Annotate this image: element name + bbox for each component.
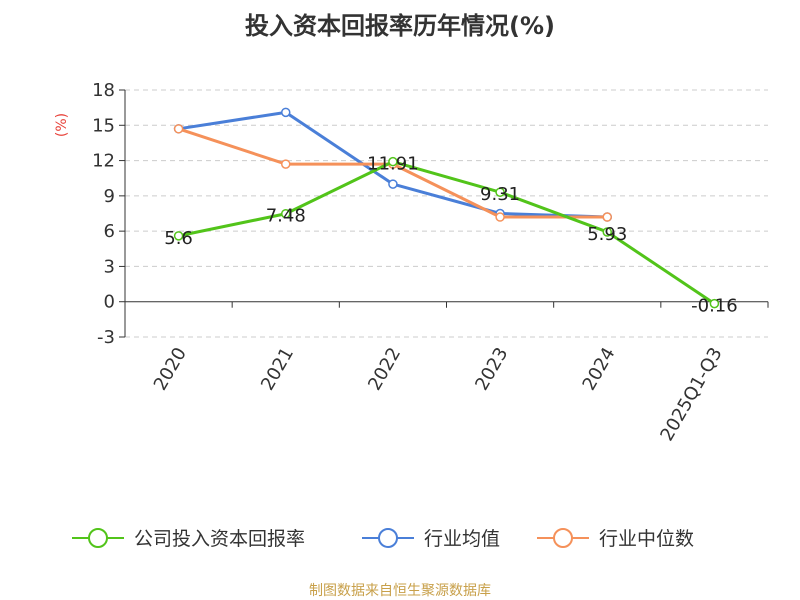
data-point bbox=[173, 231, 184, 241]
data-label: 9.31 bbox=[480, 184, 520, 205]
data-point bbox=[281, 107, 291, 118]
y-tick-label: -3 bbox=[97, 327, 115, 348]
data-label: -0.16 bbox=[691, 296, 738, 317]
x-tick-label: 2023 bbox=[471, 344, 512, 394]
data-label: 5.6 bbox=[164, 228, 193, 249]
legend-label: 行业中位数 bbox=[599, 528, 694, 550]
y-tick-label: 9 bbox=[104, 186, 115, 207]
data-point bbox=[495, 212, 505, 222]
legend-label: 行业均值 bbox=[424, 528, 500, 550]
data-point bbox=[281, 159, 291, 169]
legend-marker bbox=[553, 528, 573, 548]
series-lines bbox=[173, 107, 720, 309]
x-tick-label: 2022 bbox=[364, 344, 405, 394]
data-point bbox=[281, 208, 291, 219]
x-tick-label: 2024 bbox=[578, 344, 619, 394]
y-tick-label: 15 bbox=[92, 115, 115, 136]
data-point bbox=[388, 179, 398, 189]
data-point bbox=[388, 156, 398, 167]
data-point bbox=[602, 227, 612, 237]
data-label: 7.48 bbox=[266, 206, 306, 227]
x-tick-label: 2021 bbox=[257, 344, 298, 394]
y-tick-label: 0 bbox=[104, 292, 115, 313]
legend-marker bbox=[378, 528, 398, 548]
chart-title: 投入资本回报率历年情况(%) bbox=[245, 12, 555, 40]
data-labels: 5.6 7.48 11.91 9.31 5.93 -0.16 bbox=[164, 154, 737, 317]
legend-label: 公司投入资本回报率 bbox=[134, 528, 305, 550]
y-tick-label: 6 bbox=[104, 221, 115, 242]
y-tick-label: 3 bbox=[104, 256, 115, 277]
legend: 公司投入资本回报率 行业均值 行业中位数 bbox=[72, 528, 694, 550]
y-axis-unit-label: (%) bbox=[54, 113, 70, 137]
grid-lines bbox=[125, 89, 768, 338]
data-point bbox=[709, 298, 720, 309]
data-point bbox=[602, 212, 612, 222]
legend-marker bbox=[88, 528, 108, 548]
data-point bbox=[173, 124, 184, 134]
data-point bbox=[495, 187, 505, 197]
data-label: 11.91 bbox=[367, 154, 419, 175]
data-label: 5.93 bbox=[587, 224, 627, 245]
series-line bbox=[178, 160, 716, 305]
y-tick-label: 18 bbox=[92, 80, 115, 101]
x-tick-label: 2025Q1-Q3 bbox=[656, 344, 726, 445]
y-tick-label: 12 bbox=[92, 151, 115, 172]
source-note: 制图数据来自恒生聚源数据库 bbox=[309, 583, 491, 599]
x-tick-label: 2020 bbox=[150, 344, 191, 394]
